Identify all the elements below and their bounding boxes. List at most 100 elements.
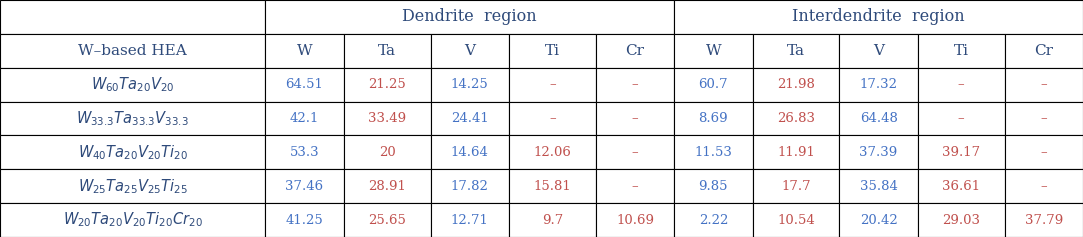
Text: $W_{20}Ta_{20}V_{20}Ti_{20}Cr_{20}$: $W_{20}Ta_{20}V_{20}Ti_{20}Cr_{20}$ bbox=[63, 211, 203, 229]
Text: –: – bbox=[1041, 112, 1047, 125]
Text: 15.81: 15.81 bbox=[534, 180, 571, 193]
Bar bbox=[0, 34, 265, 68]
Text: –: – bbox=[957, 78, 965, 91]
Bar bbox=[1005, 102, 1083, 135]
Bar bbox=[343, 102, 431, 135]
Text: 60.7: 60.7 bbox=[699, 78, 728, 91]
Bar bbox=[596, 68, 674, 102]
Bar bbox=[674, 102, 753, 135]
Text: V: V bbox=[873, 44, 884, 58]
Bar bbox=[753, 203, 839, 237]
Bar bbox=[839, 102, 917, 135]
Text: W: W bbox=[297, 44, 312, 58]
Text: 14.64: 14.64 bbox=[451, 146, 488, 159]
Bar bbox=[431, 68, 509, 102]
Bar bbox=[343, 169, 431, 203]
Bar bbox=[839, 68, 917, 102]
Bar bbox=[343, 203, 431, 237]
Text: –: – bbox=[631, 112, 638, 125]
Text: $W_{33.3}Ta_{33.3}V_{33.3}$: $W_{33.3}Ta_{33.3}V_{33.3}$ bbox=[76, 109, 190, 128]
Text: $W_{60}Ta_{20}V_{20}$: $W_{60}Ta_{20}V_{20}$ bbox=[91, 75, 174, 94]
Text: 11.91: 11.91 bbox=[777, 146, 814, 159]
Bar bbox=[1005, 203, 1083, 237]
Bar bbox=[1005, 169, 1083, 203]
Bar bbox=[674, 135, 753, 169]
Bar bbox=[596, 102, 674, 135]
Bar bbox=[509, 102, 596, 135]
Text: 37.46: 37.46 bbox=[286, 180, 324, 193]
Bar bbox=[431, 135, 509, 169]
Text: Interdendrite  region: Interdendrite region bbox=[793, 9, 965, 25]
Text: $W_{40}Ta_{20}V_{20}Ti_{20}$: $W_{40}Ta_{20}V_{20}Ti_{20}$ bbox=[78, 143, 187, 162]
Text: 37.79: 37.79 bbox=[1025, 214, 1062, 227]
Text: 33.49: 33.49 bbox=[368, 112, 406, 125]
Text: 24.41: 24.41 bbox=[451, 112, 488, 125]
Text: 41.25: 41.25 bbox=[286, 214, 324, 227]
Bar bbox=[674, 203, 753, 237]
Bar bbox=[343, 34, 431, 68]
Bar bbox=[509, 169, 596, 203]
Bar bbox=[265, 34, 343, 68]
Text: –: – bbox=[1041, 146, 1047, 159]
Bar bbox=[753, 68, 839, 102]
Bar bbox=[596, 135, 674, 169]
Bar bbox=[839, 34, 917, 68]
Text: 11.53: 11.53 bbox=[694, 146, 732, 159]
Text: 35.84: 35.84 bbox=[860, 180, 898, 193]
Bar bbox=[509, 34, 596, 68]
Text: 21.25: 21.25 bbox=[368, 78, 406, 91]
Bar bbox=[265, 102, 343, 135]
Text: Ti: Ti bbox=[954, 44, 968, 58]
Bar bbox=[265, 169, 343, 203]
Text: 12.71: 12.71 bbox=[451, 214, 488, 227]
Text: 42.1: 42.1 bbox=[290, 112, 319, 125]
Text: –: – bbox=[957, 112, 965, 125]
Text: –: – bbox=[549, 78, 556, 91]
Text: 29.03: 29.03 bbox=[942, 214, 980, 227]
Bar bbox=[0, 135, 265, 169]
Bar bbox=[917, 68, 1005, 102]
Text: 2.22: 2.22 bbox=[699, 214, 728, 227]
Bar bbox=[431, 102, 509, 135]
Bar bbox=[431, 34, 509, 68]
Bar bbox=[753, 135, 839, 169]
Text: –: – bbox=[1041, 180, 1047, 193]
Text: 17.82: 17.82 bbox=[451, 180, 488, 193]
Text: 20.42: 20.42 bbox=[860, 214, 898, 227]
Text: 12.06: 12.06 bbox=[534, 146, 572, 159]
Text: Ti: Ti bbox=[545, 44, 560, 58]
Bar bbox=[674, 0, 1083, 34]
Text: 17.7: 17.7 bbox=[781, 180, 811, 193]
Text: 10.54: 10.54 bbox=[778, 214, 814, 227]
Bar bbox=[265, 68, 343, 102]
Text: 39.17: 39.17 bbox=[942, 146, 980, 159]
Text: 17.32: 17.32 bbox=[860, 78, 898, 91]
Text: Ta: Ta bbox=[787, 44, 805, 58]
Text: W–based HEA: W–based HEA bbox=[78, 44, 187, 58]
Bar bbox=[343, 68, 431, 102]
Bar bbox=[596, 169, 674, 203]
Text: 14.25: 14.25 bbox=[451, 78, 488, 91]
Bar bbox=[917, 169, 1005, 203]
Bar bbox=[0, 68, 265, 102]
Text: Dendrite  region: Dendrite region bbox=[403, 9, 537, 25]
Bar bbox=[343, 135, 431, 169]
Text: 9.7: 9.7 bbox=[542, 214, 563, 227]
Text: 10.69: 10.69 bbox=[616, 214, 654, 227]
Bar bbox=[265, 203, 343, 237]
Bar bbox=[1005, 68, 1083, 102]
Bar bbox=[0, 102, 265, 135]
Text: $W_{25}Ta_{25}V_{25}Ti_{25}$: $W_{25}Ta_{25}V_{25}Ti_{25}$ bbox=[78, 177, 187, 196]
Text: 37.39: 37.39 bbox=[860, 146, 898, 159]
Text: 8.69: 8.69 bbox=[699, 112, 728, 125]
Bar bbox=[674, 68, 753, 102]
Text: –: – bbox=[549, 112, 556, 125]
Bar bbox=[0, 203, 265, 237]
Text: Cr: Cr bbox=[626, 44, 644, 58]
Bar bbox=[917, 135, 1005, 169]
Bar bbox=[596, 203, 674, 237]
Bar bbox=[0, 169, 265, 203]
Text: W: W bbox=[705, 44, 721, 58]
Bar bbox=[431, 203, 509, 237]
Text: 64.51: 64.51 bbox=[286, 78, 324, 91]
